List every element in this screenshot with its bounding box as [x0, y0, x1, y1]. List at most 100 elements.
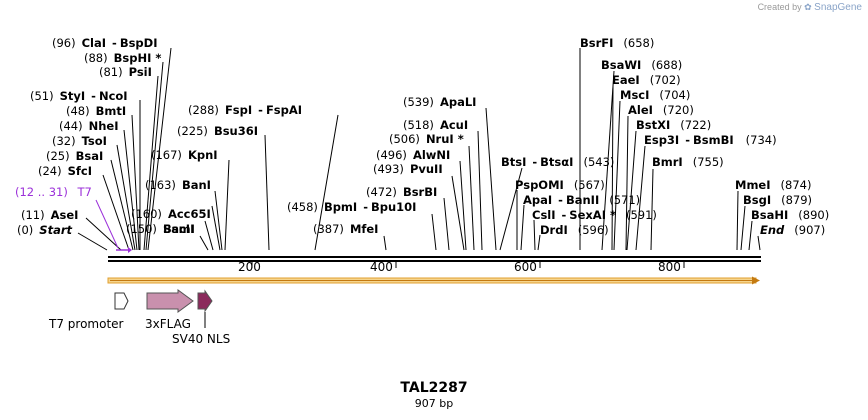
enzyme-pos: (24): [38, 164, 62, 178]
orf-arrow[interactable]: [107, 276, 760, 285]
enzyme-label-bsawi[interactable]: BsaWI (688): [601, 58, 682, 72]
enzyme-label-bsmi[interactable]: BsmI: [163, 222, 195, 236]
enzyme-pos: (167): [151, 148, 182, 162]
enzyme-name: TsoI: [82, 134, 107, 148]
enzyme-name: EaeI: [612, 73, 640, 87]
enzyme-name: ClaI: [82, 36, 106, 50]
enzyme-label-msci[interactable]: MscI (704): [620, 88, 690, 102]
enzyme-pos: (704): [659, 88, 690, 102]
feature-label-sv40-nls: SV40 NLS: [172, 332, 230, 346]
enzyme-pos: (591): [626, 208, 657, 222]
feature-3xflag[interactable]: [146, 289, 194, 313]
enzyme-label-bsahi[interactable]: BsaHI (890): [751, 208, 829, 222]
enzyme-pos: (543): [583, 155, 614, 169]
enzyme-label-asei[interactable]: (11) AseI: [21, 208, 78, 222]
enzyme-label-psii[interactable]: (81) PsiI: [99, 65, 152, 79]
enzyme-label-bani[interactable]: (163) BanI: [145, 178, 211, 192]
enzyme-name: CslI: [532, 208, 556, 222]
enzyme-label-bsu36i[interactable]: (225) Bsu36I: [177, 124, 258, 138]
scale-tick-600: 600: [514, 260, 537, 274]
enzyme-pos: (734): [746, 133, 777, 147]
enzyme-label-sacii[interactable]: (150) SacII: [126, 222, 194, 236]
enzyme-label-bsai[interactable]: (25) BsaI: [46, 149, 103, 163]
enzyme-pos: (874): [781, 178, 812, 192]
enzyme-pos: (150): [126, 222, 157, 236]
enzyme-label-nhei[interactable]: (44) NheI: [59, 119, 119, 133]
enzyme-label-start[interactable]: (0) Start: [17, 223, 73, 237]
enzyme-name: BsaI: [76, 149, 104, 163]
enzyme-label-bmti[interactable]: (48) BmtI: [66, 104, 126, 118]
plasmid-name: TAL2287: [400, 380, 468, 396]
enzyme-label-bmri[interactable]: BmrI (755): [652, 155, 724, 169]
enzyme-name: DrdI: [540, 223, 568, 237]
enzyme-label-tsoi[interactable]: (32) TsoI: [52, 134, 107, 148]
enzyme-name-2: SexAI *: [569, 208, 616, 222]
snapgene-logo-icon: ✿: [804, 2, 812, 12]
enzyme-pos: (879): [781, 193, 812, 207]
enzyme-name-2: FspAI: [266, 103, 302, 117]
enzyme-name: BmrI: [652, 155, 683, 169]
enzyme-label-styi[interactable]: (51) StyI - NcoI: [30, 89, 128, 103]
enzyme-label-apai[interactable]: ApaI - BanII (571): [523, 193, 640, 207]
enzyme-label-bpmi[interactable]: (458) BpmI - Bpu10I: [287, 200, 416, 214]
enzyme-label-bsgi[interactable]: BsgI (879): [743, 193, 812, 207]
enzyme-label-bsrbi[interactable]: (472) BsrBI: [366, 185, 437, 199]
enzyme-name: KpnI: [188, 148, 218, 162]
enzyme-label-clai[interactable]: (96) ClaI - BspDI: [52, 36, 157, 50]
enzyme-separator: -: [558, 193, 563, 207]
enzyme-pos: (96): [52, 36, 76, 50]
enzyme-label-kpni[interactable]: (167) KpnI: [151, 148, 218, 162]
enzyme-label-esp3i[interactable]: Esp3I - BsmBI (734): [644, 133, 777, 147]
enzyme-pos: (596): [578, 223, 609, 237]
enzyme-label-bstxi[interactable]: BstXI (722): [636, 118, 711, 132]
feature-sv40-nls[interactable]: [197, 289, 213, 313]
enzyme-label-end[interactable]: End (907): [760, 223, 825, 237]
enzyme-name-2: Bpu10I: [371, 200, 416, 214]
enzyme-label-eaei[interactable]: EaeI (702): [612, 73, 681, 87]
enzyme-label-bsrfi[interactable]: BsrFI (658): [580, 36, 654, 50]
enzyme-label-drdi[interactable]: DrdI (596): [540, 223, 609, 237]
enzyme-name-2: BsmBI: [693, 133, 734, 147]
enzyme-name: MfeI: [350, 222, 379, 236]
enzyme-pos: (81): [99, 65, 123, 79]
enzyme-pos: (44): [59, 119, 83, 133]
enzyme-pos: (722): [680, 118, 711, 132]
enzyme-separator: -: [532, 155, 537, 169]
map-title-block: TAL2287 907 bp: [0, 380, 868, 410]
enzyme-label-alwni[interactable]: (496) AlwNI: [376, 148, 450, 162]
enzyme-pos: (48): [66, 104, 90, 118]
enzyme-label-pspomi[interactable]: PspOMI (567): [515, 178, 605, 192]
enzyme-label-acui[interactable]: (518) AcuI: [403, 118, 468, 132]
enzyme-label-csli[interactable]: CslI - SexAI * (591): [532, 208, 657, 222]
enzyme-name: PsiI: [129, 65, 152, 79]
enzyme-name-2: NcoI: [99, 89, 128, 103]
scale-tick-400: 400: [370, 260, 393, 274]
enzyme-name: BsaHI: [751, 208, 788, 222]
enzyme-name: PvuII: [410, 162, 443, 176]
enzyme-label-apali[interactable]: (539) ApaLI: [403, 95, 476, 109]
snapgene-watermark: Created by ✿ SnapGene: [758, 2, 862, 13]
enzyme-pos: (890): [798, 208, 829, 222]
enzyme-pos: (907): [794, 223, 825, 237]
feature-t7-promoter[interactable]: [114, 292, 129, 310]
enzyme-label-bsphi[interactable]: (88) BspHI *: [84, 51, 161, 65]
enzyme-name: AlwNI: [413, 148, 450, 162]
enzyme-label-sfci[interactable]: (24) SfcI: [38, 164, 92, 178]
enzyme-pos: (11): [21, 208, 45, 222]
enzyme-label-btsi[interactable]: BtsI - BtsαI (543): [501, 155, 614, 169]
enzyme-label-fspi[interactable]: (288) FspI - FspAI: [188, 103, 302, 117]
enzyme-pos: (702): [650, 73, 681, 87]
enzyme-label-acc65i[interactable]: (160) Acc65I: [131, 207, 211, 221]
enzyme-label-mfei[interactable]: (387) MfeI: [313, 222, 378, 236]
enzyme-pos: (571): [609, 193, 640, 207]
primer-name: T7: [77, 185, 92, 199]
t7-primer-arrow[interactable]: [116, 247, 132, 253]
plasmid-length: 907 bp: [414, 397, 454, 410]
enzyme-label-mmei[interactable]: MmeI (874): [735, 178, 811, 192]
enzyme-label-nrui[interactable]: (506) NruI *: [389, 132, 464, 146]
enzyme-label-pvuii[interactable]: (493) PvuII: [373, 162, 443, 176]
enzyme-pos: (496): [376, 148, 407, 162]
enzyme-pos: (688): [651, 58, 682, 72]
enzyme-label-alei[interactable]: AleI (720): [628, 103, 694, 117]
